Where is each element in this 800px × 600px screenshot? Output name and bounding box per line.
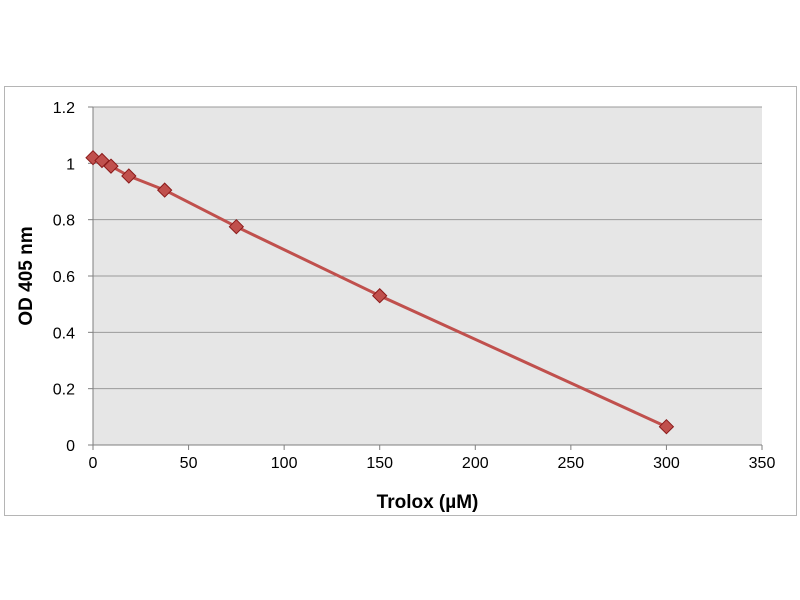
- data-point-marker: [658, 418, 675, 435]
- x-tick-label: 300: [653, 455, 680, 472]
- y-tick-label: 0.6: [53, 269, 75, 286]
- y-tick-label: 0: [66, 438, 75, 455]
- data-point-marker: [156, 182, 173, 198]
- data-point-marker: [228, 219, 245, 235]
- x-tick-label: 150: [366, 455, 393, 472]
- x-tick-label: 0: [89, 455, 98, 472]
- y-tick-label: 1: [66, 156, 75, 173]
- x-tick-label: 200: [462, 455, 489, 472]
- x-tick-labels: 0 50 100 150 200 250 300 350: [89, 455, 776, 472]
- y-tick-label: 0.8: [53, 213, 75, 230]
- x-tick-label: 100: [271, 455, 298, 472]
- data-point-marker: [103, 158, 119, 174]
- y-axis-title: OD 405 nm: [16, 226, 37, 325]
- y-tick-label: 0.2: [53, 382, 75, 399]
- x-tick-label: 350: [749, 455, 776, 472]
- series-group: [85, 149, 675, 435]
- y-tick-label: 1.2: [53, 100, 75, 117]
- y-tick-labels: 0 0.2 0.4 0.6 0.8 1 1.2: [53, 100, 75, 455]
- y-tick-label: 0.4: [53, 325, 75, 342]
- gridlines: [88, 106, 763, 450]
- x-tick-label: 50: [180, 455, 198, 472]
- x-axis-title: Trolox (µM): [377, 492, 479, 513]
- x-tick-label: 250: [558, 455, 585, 472]
- data-point-marker: [372, 288, 388, 304]
- data-point-marker: [121, 168, 137, 184]
